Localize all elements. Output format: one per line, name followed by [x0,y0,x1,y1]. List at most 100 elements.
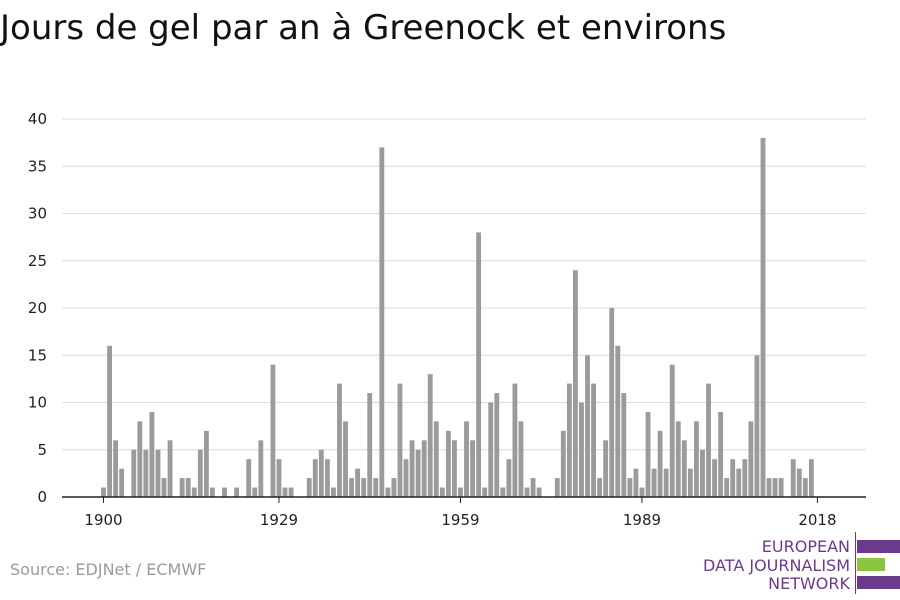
bar-1976 [560,430,566,497]
bar-1902 [113,440,119,497]
bar-1984 [609,308,615,497]
bar-1948 [391,478,397,497]
x-tick-label: 1929 [260,511,298,529]
gridlines [62,118,866,451]
bar-2007 [748,421,754,497]
bar-1943 [361,478,367,497]
bar-1936 [318,449,324,497]
logo-divider [855,532,856,594]
y-tick-label: 35 [28,157,47,175]
bar-1994 [669,364,675,497]
bar-1968 [512,383,518,497]
y-tick-label: 5 [37,441,47,459]
bar-1987 [627,478,633,497]
bar-2016 [802,478,808,497]
bar-1915 [191,487,197,497]
x-tick-labels: 1900 1929 1959 1989 2018 [84,497,837,529]
logo-line-3: NETWORK [768,574,850,593]
bar-1979 [579,402,584,497]
y-tick-label: 15 [28,346,47,364]
bar-1949 [397,383,403,497]
bar-2017 [808,459,814,497]
bar-1960 [464,421,469,497]
bar-1964 [488,402,494,497]
bar-1963 [482,487,488,497]
logo-line-1: EUROPEAN [761,537,850,556]
bar-2003 [724,478,730,497]
bar-1945 [373,478,379,497]
bar-1910 [161,478,167,497]
bar-1926 [258,440,264,497]
bar-2012 [778,478,784,497]
bar-1905 [131,449,137,497]
logo-bar-purple-top [857,540,900,553]
logo-line-2: DATA JOURNALISM [703,556,850,575]
bar-1952 [415,449,421,497]
bar-1913 [179,478,185,497]
bar-2001 [712,459,717,497]
bar-2011 [772,478,778,497]
logo-bar-purple-bottom [857,576,900,589]
bar-1938 [331,487,336,497]
bar-1957 [445,430,451,497]
bar-1930 [282,487,288,497]
bar-1988 [633,468,639,497]
bar-1954 [427,374,433,497]
y-tick-label: 40 [28,110,47,128]
bar-2004 [730,459,736,497]
bar-1983 [603,440,609,497]
bar-1980 [585,355,590,497]
chart-title: Jours de gel par an à Greenock et enviro… [0,8,727,48]
bar-1937 [324,459,330,497]
bar-1967 [506,459,512,497]
bar-1969 [518,421,524,497]
bar-1901 [107,345,112,497]
bar-1956 [439,487,445,497]
bar-1950 [403,459,409,497]
bar-2000 [706,383,711,497]
bar-1986 [621,393,627,497]
y-tick-labels: 0 5 10 15 20 25 30 35 40 [28,110,47,506]
bar-1999 [700,449,705,497]
y-tick-label: 20 [28,299,47,317]
bar-1935 [312,459,318,497]
bar-1989 [639,487,645,497]
bar-1941 [349,478,354,497]
bar-1917 [203,430,209,497]
bar-1970 [524,487,530,497]
bar-2002 [718,411,724,497]
bar-1916 [197,449,203,497]
logo-bar-green [857,558,885,571]
bar-1995 [675,421,681,497]
bar-2015 [796,468,802,497]
bar-1918 [210,487,215,497]
bar-2009 [760,137,766,497]
bar-1934 [306,478,312,497]
bar-2005 [736,468,742,497]
bar-1996 [681,440,687,497]
bar-1966 [500,487,506,497]
bar-1971 [530,478,536,497]
bar-2010 [766,478,772,497]
bar-1931 [288,487,294,497]
bar-1922 [234,487,240,497]
bar-1940 [343,421,348,497]
bar-1911 [167,440,173,497]
x-tick-label: 1989 [623,511,661,529]
bar-1961 [470,440,475,497]
bar-1955 [433,421,439,497]
bar-1972 [536,487,542,497]
bar-1939 [337,383,342,497]
bar-2008 [754,355,760,497]
bar-1991 [651,468,657,497]
bar-1958 [452,440,457,497]
bar-1906 [137,421,143,497]
source-note: Source: EDJNet / ECMWF [10,560,207,579]
bar-1946 [379,147,385,497]
bar-1982 [597,478,603,497]
bar-1951 [409,440,415,497]
bar-2006 [742,459,748,497]
bars [101,137,814,497]
bar-2014 [790,459,796,497]
bar-1914 [185,478,191,497]
